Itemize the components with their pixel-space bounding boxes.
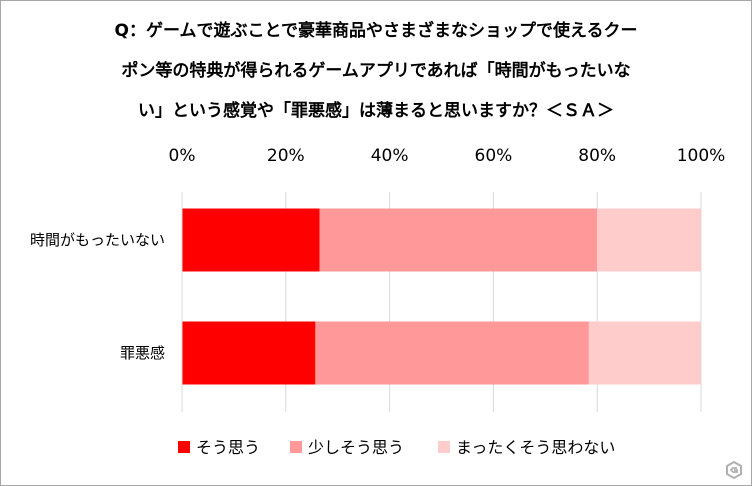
gamer-logo-icon bbox=[726, 460, 742, 480]
bar-0-1 bbox=[319, 208, 598, 272]
category-label-0: 時間がもったいない bbox=[30, 231, 165, 249]
legend-label-1: 少しそう思う bbox=[308, 438, 404, 457]
x-tick-label-5: 100% bbox=[677, 146, 726, 166]
x-tick-label-1: 20% bbox=[267, 146, 305, 166]
bar-1-1 bbox=[315, 321, 589, 385]
bar-0-0 bbox=[182, 208, 320, 272]
legend-swatch-1 bbox=[290, 441, 302, 453]
bar-0-2 bbox=[597, 208, 701, 272]
x-tick-label-2: 40% bbox=[371, 146, 409, 166]
chart-title-line-1: Q：ゲームで遊ぶことで豪華商品やさまざまなショップで使えるクー bbox=[114, 21, 638, 41]
category-label-1: 罪悪感 bbox=[120, 344, 165, 362]
x-tick-label-0: 0% bbox=[169, 146, 196, 166]
bar-1-0 bbox=[182, 321, 316, 385]
x-tick-label-4: 80% bbox=[578, 146, 616, 166]
legend-label-0: そう思う bbox=[196, 438, 260, 457]
x-tick-label-3: 60% bbox=[475, 146, 513, 166]
legend-swatch-0 bbox=[178, 441, 190, 453]
bar-1-2 bbox=[588, 321, 701, 385]
chart-title-line-2: ポン等の特典が得られるゲームアプリであれば「時間がもったいな bbox=[121, 61, 631, 81]
chart-title-line-3: い」という感覚や「罪悪感」は薄まると思いますか？＜ＳＡ＞ bbox=[138, 101, 614, 121]
legend-label-2: まったくそう思わない bbox=[456, 438, 615, 457]
legend-swatch-2 bbox=[438, 441, 450, 453]
